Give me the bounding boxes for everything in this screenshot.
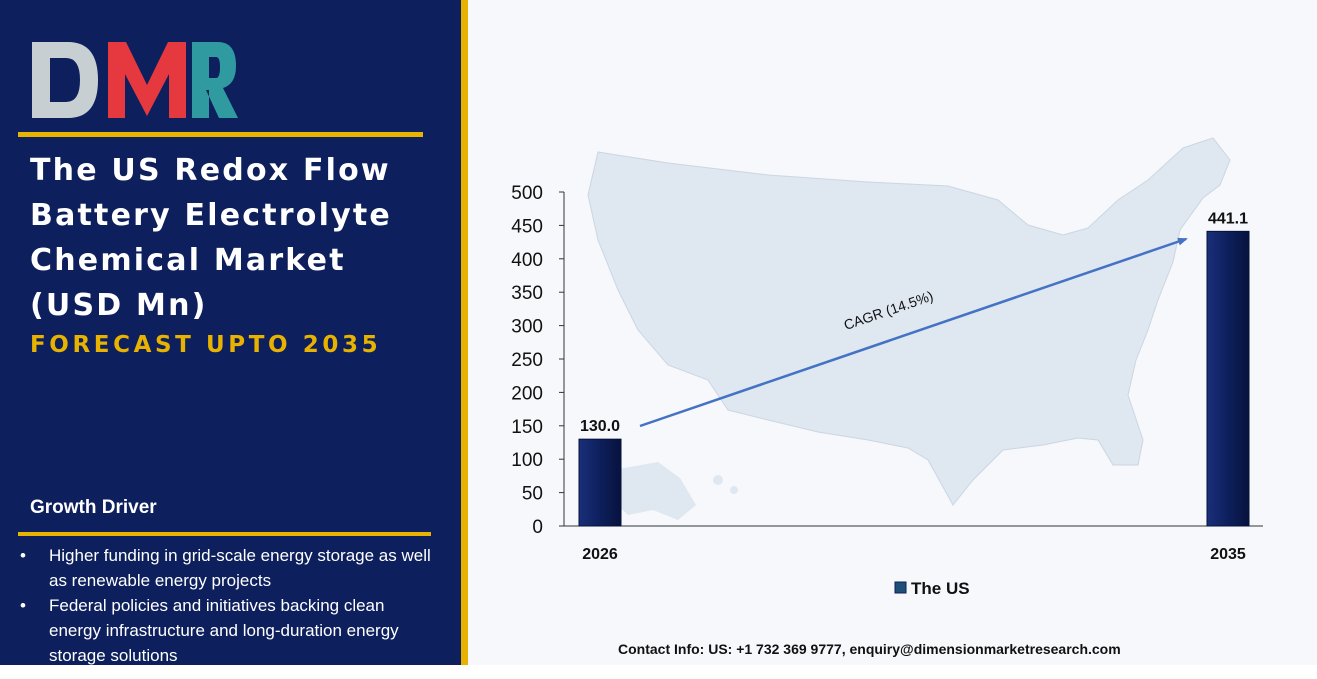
bar-chart: 0 50 100 150 200 250 300 350 400 450 500 130.0 2026 4… bbox=[511, 137, 1263, 598]
us-map-hawaii bbox=[713, 475, 723, 485]
bar bbox=[578, 438, 622, 527]
data-label: 441.1 bbox=[1208, 210, 1248, 227]
us-map-background bbox=[587, 137, 1231, 506]
growth-driver-heading: Growth Driver bbox=[30, 497, 157, 518]
forecast-subtitle: FORECAST UPTO 2035 bbox=[30, 332, 382, 358]
contact-info: Contact Info: US: +1 732 369 9777, enqui… bbox=[618, 641, 1121, 657]
y-tick-label: 400 bbox=[511, 250, 543, 271]
growth-driver-underline bbox=[18, 532, 431, 536]
us-map-alaska bbox=[610, 462, 696, 520]
data-label: 130.0 bbox=[580, 418, 620, 435]
y-tick-label: 100 bbox=[511, 450, 543, 471]
title-line-4: (USD Mn) bbox=[30, 288, 208, 323]
title-line-1: The US Redox Flow bbox=[30, 153, 391, 188]
y-tick-label: 200 bbox=[511, 383, 543, 404]
y-tick-label: 0 bbox=[532, 517, 543, 538]
logo-letter-m bbox=[108, 42, 186, 118]
logo-letter-d bbox=[32, 42, 98, 118]
x-tick-label: 2026 bbox=[582, 546, 618, 563]
us-map-hawaii bbox=[730, 486, 738, 494]
y-tick-label: 250 bbox=[511, 350, 543, 371]
y-tick-label: 350 bbox=[511, 283, 543, 304]
y-tick-label: 150 bbox=[511, 417, 543, 438]
legend-swatch bbox=[894, 581, 907, 594]
dmr-logo bbox=[32, 42, 238, 118]
x-tick-label: 2035 bbox=[1210, 546, 1246, 563]
title-line-3: Chemical Market bbox=[30, 243, 346, 278]
growth-driver-item: Federal policies and initiatives backing… bbox=[20, 593, 440, 668]
growth-driver-list: Higher funding in grid-scale energy stor… bbox=[20, 543, 440, 668]
y-tick-label: 450 bbox=[511, 216, 543, 237]
bar bbox=[1206, 230, 1250, 527]
cagr-arrow bbox=[639, 237, 1188, 428]
growth-driver-item: Higher funding in grid-scale energy stor… bbox=[20, 543, 440, 593]
title-line-2: Battery Electrolyte bbox=[30, 198, 392, 233]
legend-label: The US bbox=[911, 579, 970, 598]
logo-underline bbox=[18, 132, 423, 137]
y-tick-label: 50 bbox=[522, 484, 543, 505]
logo-letter-r bbox=[192, 42, 238, 118]
y-tick-label: 500 bbox=[511, 183, 543, 204]
y-tick-label: 300 bbox=[511, 317, 543, 338]
divider-strip bbox=[461, 0, 468, 665]
